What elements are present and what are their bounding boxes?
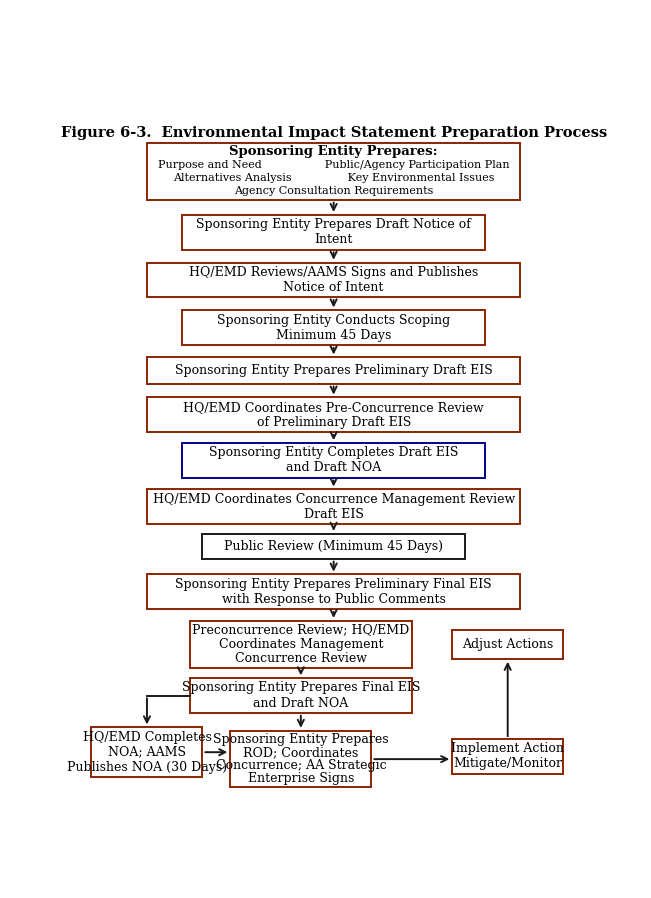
FancyBboxPatch shape: [190, 621, 412, 668]
Text: Minimum 45 Days: Minimum 45 Days: [276, 329, 391, 341]
Text: Sponsoring Entity Prepares Draft Notice of: Sponsoring Entity Prepares Draft Notice …: [196, 218, 471, 231]
FancyBboxPatch shape: [147, 143, 520, 199]
Text: Intent: Intent: [314, 233, 353, 246]
Text: Enterprise Signs: Enterprise Signs: [247, 772, 354, 786]
FancyBboxPatch shape: [147, 262, 520, 297]
Text: Preconcurrence Review; HQ/EMD: Preconcurrence Review; HQ/EMD: [192, 623, 409, 637]
Text: Sponsoring Entity Prepares Preliminary Final EIS: Sponsoring Entity Prepares Preliminary F…: [175, 577, 492, 591]
Text: Alternatives Analysis                Key Environmental Issues: Alternatives Analysis Key Environmental …: [173, 173, 494, 183]
Text: HQ/EMD Coordinates Concurrence Management Review: HQ/EMD Coordinates Concurrence Managemen…: [152, 493, 515, 506]
Text: Implement Action: Implement Action: [451, 743, 564, 755]
Text: Sponsoring Entity Prepares Final EIS: Sponsoring Entity Prepares Final EIS: [182, 682, 420, 694]
Text: Mitigate/Monitor: Mitigate/Monitor: [453, 757, 562, 770]
Text: Draft EIS: Draft EIS: [304, 507, 363, 521]
Text: of Preliminary Draft EIS: of Preliminary Draft EIS: [256, 416, 411, 428]
Text: NOA; AAMS: NOA; AAMS: [108, 745, 186, 759]
FancyBboxPatch shape: [182, 443, 485, 478]
FancyBboxPatch shape: [182, 215, 485, 250]
FancyBboxPatch shape: [452, 629, 563, 659]
FancyBboxPatch shape: [182, 311, 485, 345]
Text: and Draft NOA: and Draft NOA: [286, 462, 381, 474]
FancyBboxPatch shape: [230, 731, 372, 788]
Text: HQ/EMD Completes: HQ/EMD Completes: [83, 731, 212, 744]
Text: Adjust Actions: Adjust Actions: [462, 638, 553, 651]
Text: and Draft NOA: and Draft NOA: [253, 697, 348, 709]
Text: Figure 6-3.  Environmental Impact Statement Preparation Process: Figure 6-3. Environmental Impact Stateme…: [61, 127, 607, 140]
FancyBboxPatch shape: [147, 357, 520, 383]
Text: HQ/EMD Coordinates Pre-Concurrence Review: HQ/EMD Coordinates Pre-Concurrence Revie…: [184, 401, 484, 414]
Text: with Response to Public Comments: with Response to Public Comments: [222, 593, 445, 606]
Text: Notice of Intent: Notice of Intent: [283, 281, 384, 294]
FancyBboxPatch shape: [91, 727, 202, 777]
Text: Sponsoring Entity Prepares Preliminary Draft EIS: Sponsoring Entity Prepares Preliminary D…: [174, 364, 493, 377]
FancyBboxPatch shape: [147, 575, 520, 609]
FancyBboxPatch shape: [202, 533, 465, 559]
FancyBboxPatch shape: [147, 398, 520, 432]
Text: Sponsoring Entity Completes Draft EIS: Sponsoring Entity Completes Draft EIS: [209, 446, 458, 460]
Text: Agency Consultation Requirements: Agency Consultation Requirements: [234, 186, 434, 196]
Text: Sponsoring Entity Prepares:: Sponsoring Entity Prepares:: [229, 145, 438, 158]
Text: Public Review (Minimum 45 Days): Public Review (Minimum 45 Days): [224, 540, 443, 552]
FancyBboxPatch shape: [147, 489, 520, 524]
FancyBboxPatch shape: [452, 739, 563, 774]
Text: HQ/EMD Reviews/AAMS Signs and Publishes: HQ/EMD Reviews/AAMS Signs and Publishes: [189, 266, 478, 279]
Text: ROD; Coordinates: ROD; Coordinates: [243, 746, 359, 759]
Text: Sponsoring Entity Prepares: Sponsoring Entity Prepares: [213, 733, 389, 746]
Text: Purpose and Need                  Public/Agency Participation Plan: Purpose and Need Public/Agency Participa…: [158, 160, 510, 170]
Text: Concurrence Review: Concurrence Review: [235, 652, 367, 665]
Text: Concurrence; AA Strategic: Concurrence; AA Strategic: [215, 759, 386, 772]
FancyBboxPatch shape: [190, 678, 412, 713]
Text: Publishes NOA (30 Days): Publishes NOA (30 Days): [67, 761, 227, 774]
Text: Sponsoring Entity Conducts Scoping: Sponsoring Entity Conducts Scoping: [217, 313, 450, 327]
Text: Coordinates Management: Coordinates Management: [219, 638, 383, 651]
